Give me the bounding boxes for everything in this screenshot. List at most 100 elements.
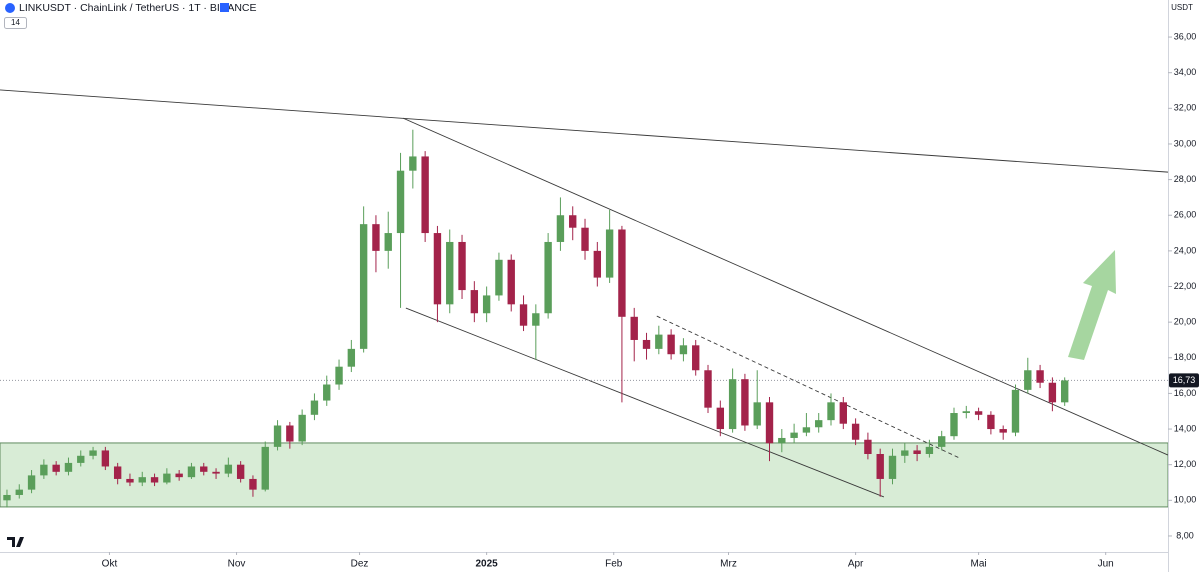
candle-body (113, 466, 122, 479)
candle-body (815, 420, 823, 428)
candle-body (864, 439, 872, 455)
candle-body (150, 477, 159, 483)
candle-body (790, 432, 798, 438)
candle-body (396, 170, 405, 234)
y-tick-label: 32,00 (1174, 103, 1197, 113)
y-tick-label: 20,00 (1174, 317, 1197, 327)
candle-body (569, 215, 577, 228)
support-zone (0, 442, 1169, 508)
y-tick-label: 30,00 (1174, 138, 1197, 148)
x-tick-label: Mai (971, 559, 987, 570)
currency-label: USDT (1171, 3, 1193, 12)
y-tick-label: 8,00 (1176, 530, 1194, 540)
candle-body (52, 464, 60, 472)
last-price-label: 16,73 (1173, 375, 1196, 385)
candle-body (605, 229, 614, 278)
candle-body (938, 436, 946, 447)
candle-body (851, 423, 860, 440)
candle-body (495, 259, 503, 296)
candle-body (27, 475, 36, 490)
candle-body (372, 224, 380, 251)
candle-body (593, 250, 602, 278)
candle-body (212, 471, 220, 474)
candle-body (89, 450, 97, 456)
candle-body (655, 334, 663, 349)
candle-body (458, 241, 466, 291)
trendline (0, 89, 1169, 173)
candle-body (962, 411, 970, 414)
y-tick-label: 36,00 (1174, 31, 1197, 41)
candle-body (1024, 370, 1032, 390)
candle-body (827, 402, 835, 421)
candle-body (323, 384, 331, 401)
candle-body (1036, 370, 1044, 383)
candle-body (950, 413, 958, 437)
candle-body (888, 455, 897, 479)
candle-body (433, 233, 442, 305)
tradingview-logo (7, 537, 24, 547)
candle-body (876, 454, 884, 479)
candle-body (679, 345, 688, 355)
candle-body (236, 464, 245, 479)
candle-body (667, 334, 675, 355)
candle-body (765, 402, 774, 444)
candle-body (925, 446, 934, 455)
candle-body (642, 339, 651, 349)
candle-body (556, 215, 565, 242)
trendline (402, 117, 1169, 456)
candle-body (163, 473, 171, 483)
y-tick-label: 26,00 (1174, 210, 1197, 220)
candle-body (544, 241, 552, 314)
y-tick-label: 14,00 (1174, 423, 1197, 433)
candle-body (728, 379, 737, 430)
candle-body (753, 402, 761, 426)
candle-body (249, 478, 257, 490)
candle-body (409, 156, 417, 171)
candle-body (298, 414, 306, 442)
candle-body (704, 370, 712, 408)
x-tick-label: Apr (848, 559, 864, 570)
candle-body (384, 233, 392, 251)
y-tick-label: 24,00 (1174, 245, 1197, 255)
candle-body (261, 446, 269, 490)
candle-body (101, 450, 110, 467)
candle-body (999, 429, 1007, 433)
indicator-badge: 14 (11, 18, 20, 27)
candle-body (974, 411, 983, 415)
candle-body (359, 224, 368, 349)
x-tick-label: Dez (351, 559, 369, 570)
candle-body (64, 462, 73, 472)
x-tick-label: Mrz (720, 559, 737, 570)
candle-body (175, 473, 183, 478)
candle-body (200, 466, 208, 472)
candle-body (3, 494, 11, 501)
candle-body (335, 366, 343, 385)
indicator-badge-box (4, 17, 27, 29)
chart-title: LINKUSDT · ChainLink / TetherUS · 1T · B… (19, 2, 257, 14)
candle-body (507, 259, 515, 305)
candle-body (224, 464, 233, 474)
candle-body (1011, 389, 1020, 433)
candle-body (741, 379, 749, 426)
candle-body (126, 478, 134, 483)
logo-shape (7, 537, 24, 547)
x-tick-label: Jun (1098, 559, 1114, 570)
candle-body (618, 229, 626, 317)
x-tick-label: Okt (102, 559, 118, 570)
candle-body (138, 477, 146, 483)
y-tick-label: 28,00 (1174, 174, 1197, 184)
candle-body (987, 414, 995, 430)
plot-area (0, 89, 1169, 508)
x-tick-label: 2025 (476, 559, 499, 570)
candle-body (446, 241, 454, 305)
exchange-flag (220, 3, 229, 12)
candle-body (716, 407, 725, 430)
candle-body (901, 450, 909, 456)
x-tick-label: Feb (605, 559, 623, 570)
x-tick-label: Nov (228, 559, 246, 570)
candle-body (482, 295, 491, 314)
candle-body (77, 455, 85, 463)
candle-body (913, 450, 921, 455)
last-price-tag (1169, 373, 1199, 388)
